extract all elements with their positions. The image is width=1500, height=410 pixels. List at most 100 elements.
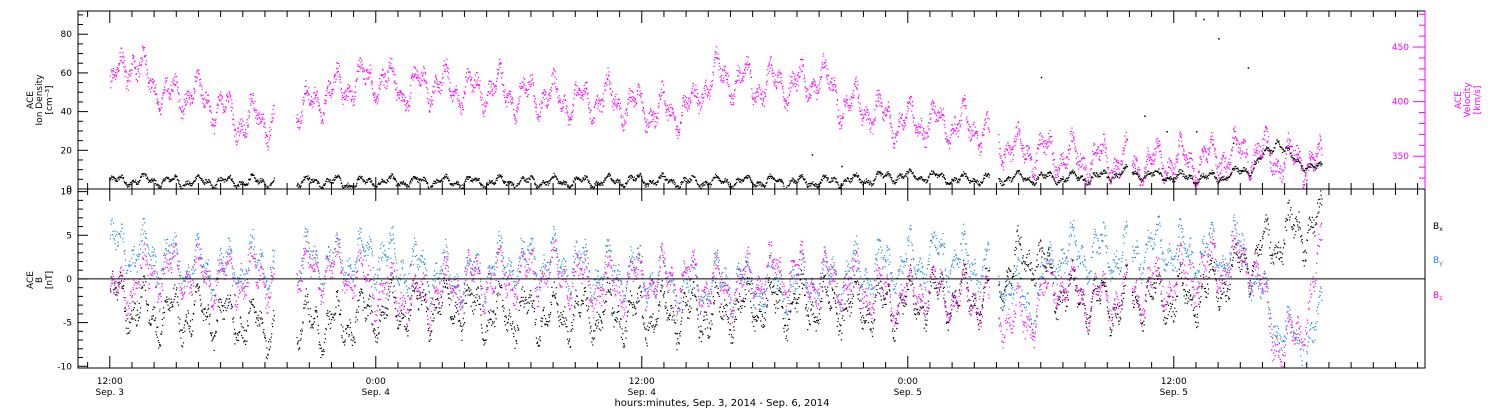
velocity-point: [397, 93, 399, 95]
density-point: [303, 176, 305, 178]
density-point: [1048, 172, 1050, 174]
density-point: [508, 183, 510, 185]
velocity-point: [206, 94, 209, 96]
velocity-point: [180, 107, 182, 109]
velocity-point: [176, 81, 178, 83]
velocity-point: [756, 96, 758, 98]
velocity-point: [314, 96, 317, 98]
velocity-point: [381, 75, 383, 77]
density-point: [932, 171, 934, 173]
density-point: [1233, 167, 1235, 169]
velocity-point: [614, 102, 616, 104]
density-point: [590, 187, 592, 189]
density-point: [1051, 175, 1054, 177]
density-point: [667, 178, 669, 181]
velocity-point: [346, 99, 348, 101]
density-point: [1152, 175, 1154, 177]
density-point: [1030, 180, 1032, 183]
density-point: [780, 178, 782, 180]
velocity-point: [379, 78, 381, 80]
density-point: [1318, 162, 1320, 164]
velocity-point: [363, 71, 365, 73]
velocity-point: [756, 88, 758, 90]
velocity-point: [544, 94, 546, 96]
density-point: [1158, 172, 1160, 174]
velocity-point: [428, 102, 430, 105]
density-point: [520, 179, 522, 181]
velocity-point: [202, 102, 204, 104]
velocity-point: [169, 98, 171, 100]
density-point: [1047, 172, 1049, 174]
velocity-point: [703, 87, 705, 89]
density-point: [500, 177, 502, 179]
velocity-point: [240, 130, 242, 133]
density-point: [919, 178, 921, 180]
density-point: [378, 182, 380, 184]
density-point: [791, 178, 793, 180]
density-point: [1037, 178, 1039, 180]
density-point: [163, 179, 166, 181]
density-point: [1053, 178, 1055, 181]
velocity-point: [644, 130, 646, 132]
density-point: [889, 176, 891, 178]
density-point: [1248, 176, 1250, 178]
density-point: [587, 181, 589, 183]
density-point: [907, 173, 909, 175]
density-point: [779, 179, 781, 181]
velocity-point: [618, 105, 620, 107]
velocity-point: [621, 124, 623, 126]
velocity-point: [339, 79, 341, 81]
velocity-point: [792, 82, 794, 84]
velocity-point: [338, 62, 340, 65]
density-point: [1037, 176, 1039, 178]
density-point: [974, 180, 976, 182]
density-point: [410, 182, 412, 184]
velocity-point: [732, 104, 735, 106]
density-point: [801, 174, 803, 176]
velocity-point: [404, 103, 406, 106]
density-point: [358, 178, 361, 180]
velocity-point: [813, 91, 815, 93]
velocity-point: [161, 103, 163, 105]
velocity-point: [424, 79, 426, 81]
density-point: [668, 179, 670, 182]
velocity-point: [772, 75, 774, 77]
velocity-point: [209, 109, 211, 111]
velocity-point: [790, 76, 792, 78]
density-point: [1109, 180, 1112, 182]
velocity-point: [387, 77, 389, 79]
velocity-point: [192, 98, 194, 100]
density-point: [162, 181, 164, 183]
velocity-point: [156, 102, 158, 105]
density-point: [1170, 176, 1172, 178]
density-point: [330, 181, 332, 184]
velocity-point: [226, 94, 228, 96]
density-point: [299, 185, 301, 187]
velocity-point: [301, 120, 303, 122]
density-point: [1095, 175, 1097, 177]
density-point: [925, 179, 927, 181]
density-point: [131, 181, 133, 183]
density-point: [878, 171, 880, 173]
velocity-point: [749, 64, 751, 66]
velocity-point: [382, 68, 384, 70]
velocity-point: [609, 83, 611, 85]
density-point: [648, 180, 651, 182]
velocity-point: [601, 111, 603, 113]
density-point: [135, 183, 138, 185]
velocity-point: [359, 66, 361, 68]
density-point: [317, 180, 319, 183]
velocity-point: [195, 71, 198, 73]
density-point: [526, 178, 528, 180]
density-point: [1313, 167, 1315, 169]
density-point: [623, 187, 625, 189]
velocity-point: [592, 119, 594, 121]
density-point: [320, 187, 322, 189]
density-point: [406, 184, 408, 186]
density-point: [471, 178, 473, 180]
density-point: [443, 178, 445, 180]
velocity-point: [777, 76, 779, 78]
density-point: [390, 177, 392, 180]
velocity-point: [628, 96, 630, 98]
velocity-point: [171, 88, 173, 90]
